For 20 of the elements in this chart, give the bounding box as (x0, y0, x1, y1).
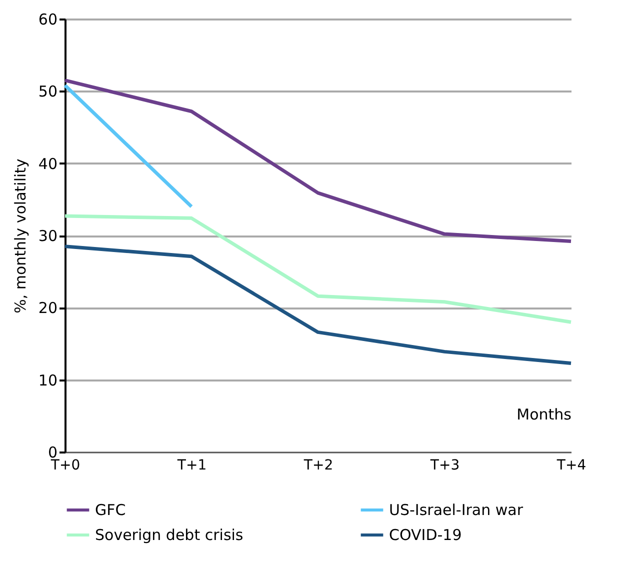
line-series (63, 244, 573, 365)
y-tick-label: 50 (38, 82, 58, 101)
legend-label: US-Israel-Iran war (389, 501, 524, 519)
x-axis-title: Months (516, 406, 572, 424)
y-tick-label: 10 (38, 371, 58, 390)
y-tick-label: 60 (38, 10, 58, 28)
line-series (63, 78, 573, 244)
legend-label: COVID-19 (389, 526, 462, 544)
legend-label: Soverign debt crisis (95, 526, 244, 544)
legend-label: GFC (95, 501, 126, 519)
y-tick-label: 30 (38, 227, 58, 245)
x-tick-label: T+4 (556, 458, 586, 474)
y-tick-label: 20 (38, 299, 58, 318)
y-tick-label: 40 (38, 154, 58, 173)
x-tick-label: T+0 (50, 458, 80, 474)
line-series (63, 214, 573, 324)
x-tick-label: T+1 (176, 458, 207, 474)
x-tick-label: T+3 (429, 458, 460, 474)
x-tick-label: T+2 (302, 458, 334, 474)
y-axis-title: %, monthly volatility (11, 158, 30, 314)
